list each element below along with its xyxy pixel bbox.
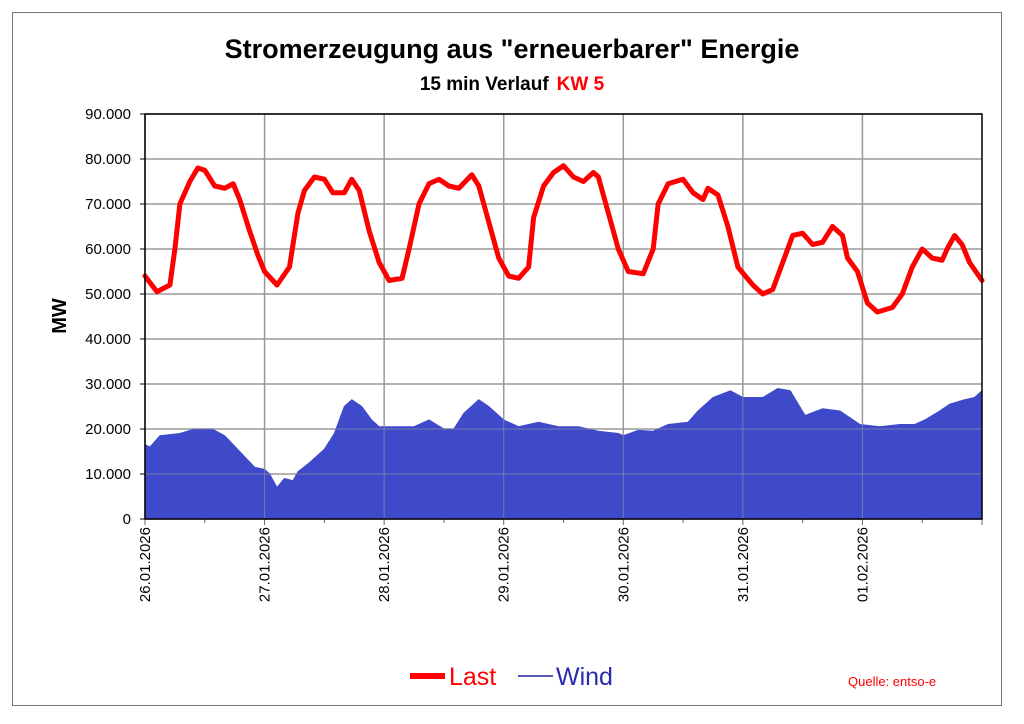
last-series: [142, 163, 985, 315]
subtitle-week: KW 5: [557, 74, 605, 95]
x-ticks: 26.01.2026 27.01.2026 28.01.2026 29.01.2026…: [137, 527, 871, 602]
wind-area: [144, 387, 983, 520]
chart-subtitle: 15 min Verlauf KW 5: [420, 74, 605, 95]
y-tick-label: 90.000: [85, 106, 131, 123]
y-tick-label: 20.000: [85, 421, 131, 438]
x-tick-label: 31.01.2026: [735, 527, 752, 602]
legend-last-label: Last: [449, 663, 496, 691]
legend: Last Wind: [410, 663, 613, 691]
last-line: [142, 163, 985, 315]
x-tick-label: 01.02.2026: [854, 527, 871, 602]
axes: [140, 113, 983, 525]
y-axis-label: MW: [49, 298, 71, 334]
y-tick-label: 70.000: [85, 196, 131, 213]
x-tick-label: 26.01.2026: [137, 527, 154, 602]
subtitle-text: 15 min Verlauf: [420, 74, 550, 95]
x-tick-label: 27.01.2026: [257, 527, 274, 602]
y-tick-label: 80.000: [85, 151, 131, 168]
chart-title: Stromerzeugung aus "erneuerbarer" Energi…: [225, 34, 800, 64]
y-tick-label: 10.000: [85, 466, 131, 483]
x-tick-label: 29.01.2026: [496, 527, 513, 602]
wind-series: [144, 113, 983, 520]
y-tick-label: 60.000: [85, 241, 131, 258]
y-ticks: 0 10.000 20.000 30.000 40.000 50.000 60.000 70.…: [85, 106, 131, 528]
y-tick-label: 40.000: [85, 331, 131, 348]
x-tick-label: 30.01.2026: [615, 527, 632, 602]
y-tick-label: 30.000: [85, 376, 131, 393]
legend-wind-label: Wind: [556, 663, 613, 691]
source-label: Quelle: entso-e: [848, 674, 936, 689]
plot-border: [144, 113, 983, 520]
x-tick-label: 28.01.2026: [376, 527, 393, 602]
y-tick-label: 0: [123, 511, 131, 528]
chart-frame: [12, 12, 1002, 706]
y-tick-label: 50.000: [85, 286, 131, 303]
